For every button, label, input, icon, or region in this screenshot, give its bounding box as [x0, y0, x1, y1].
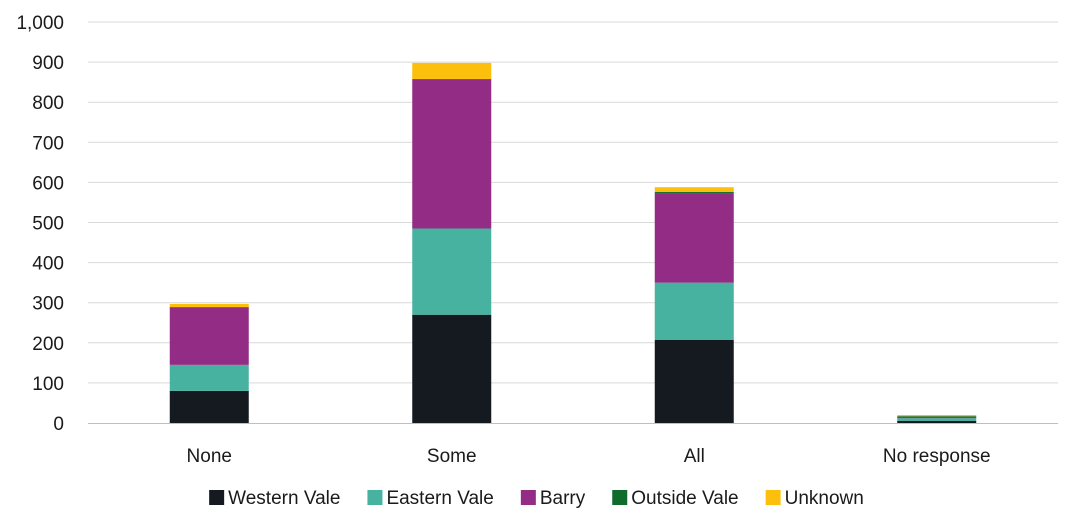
bar-stack — [412, 62, 492, 423]
gridlines — [88, 21, 1058, 384]
bar-stacks — [169, 62, 977, 423]
y-tick-label: 900 — [32, 53, 64, 74]
y-tick-label: 0 — [53, 414, 64, 435]
legend-swatch — [612, 490, 628, 505]
x-axis: None Some All No response — [88, 423, 1058, 467]
x-tick-label: None — [187, 446, 232, 467]
legend-swatch — [367, 490, 383, 505]
bar-segment — [412, 228, 492, 315]
bar-stack — [654, 187, 734, 423]
legend-swatch — [765, 490, 781, 505]
legend-item: Barry — [520, 488, 586, 509]
bar-segment — [897, 416, 977, 419]
x-tick-label: No response — [883, 446, 991, 467]
legend-label: Unknown — [785, 488, 864, 509]
y-axis-tick-labels: 0 100 200 300 400 500 600 700 800 900 1,000 — [16, 13, 64, 435]
bar-segment — [412, 79, 492, 229]
y-tick-label: 800 — [32, 93, 64, 114]
y-tick-label: 500 — [32, 214, 64, 235]
legend-label: Outside Vale — [631, 488, 738, 509]
bar-stack — [897, 414, 977, 423]
y-tick-label: 700 — [32, 133, 64, 154]
bar-segment — [654, 339, 734, 423]
legend-item: Outside Vale — [612, 488, 739, 509]
bar-segment — [412, 62, 492, 79]
y-tick-label: 200 — [32, 334, 64, 355]
y-tick-label: 1,000 — [16, 13, 64, 34]
bar-segment — [897, 420, 977, 423]
legend-item: Eastern Vale — [367, 488, 494, 509]
legend-label: Western Vale — [228, 488, 340, 509]
bar-segment — [897, 418, 977, 421]
x-tick-label: Some — [427, 446, 477, 467]
bar-segment — [169, 307, 249, 365]
legend-swatch — [209, 490, 225, 505]
y-tick-label: 600 — [32, 173, 64, 194]
bar-segment — [654, 192, 734, 194]
x-tick-label: All — [684, 446, 705, 467]
legend-item: Western Vale — [209, 488, 340, 509]
y-tick-label: 100 — [32, 374, 64, 395]
legend-label: Barry — [540, 488, 586, 509]
bar-segment — [169, 364, 249, 391]
legend-item: Unknown — [765, 488, 864, 509]
bar-segment — [654, 187, 734, 193]
bar-segment — [897, 416, 977, 417]
bar-segment — [897, 414, 977, 417]
legend-swatch — [520, 490, 536, 505]
legend: Western Vale Eastern Vale Barry Outside Val… — [209, 488, 864, 509]
y-tick-label: 300 — [32, 294, 64, 315]
bar-segment — [169, 390, 249, 423]
bar-segment — [654, 282, 734, 340]
legend-label: Eastern Vale — [386, 488, 493, 509]
bar-segment — [654, 193, 734, 283]
bar-stack — [169, 303, 249, 423]
bar-segment — [412, 314, 492, 423]
y-tick-label: 400 — [32, 254, 64, 275]
bar-segment — [169, 303, 249, 308]
